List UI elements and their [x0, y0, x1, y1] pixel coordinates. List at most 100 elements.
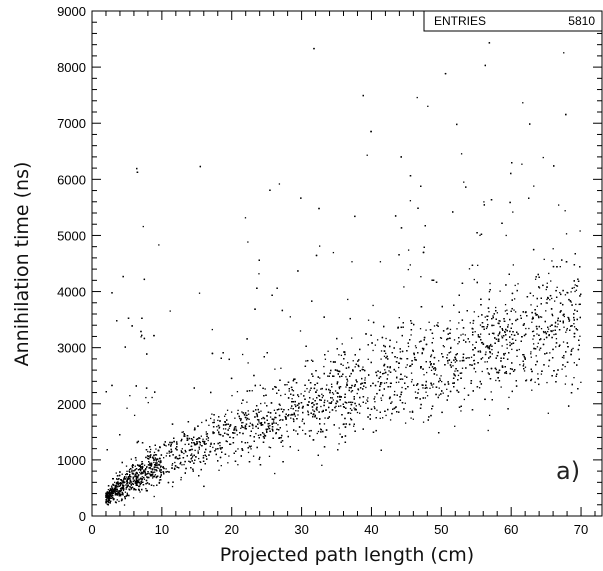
scatter-point [209, 445, 211, 447]
scatter-point [340, 363, 342, 365]
scatter-point [389, 396, 391, 398]
scatter-point [544, 331, 547, 333]
scatter-point [222, 435, 224, 437]
scatter-point [110, 495, 113, 498]
scatter-point [150, 454, 152, 456]
scatter-point [441, 380, 443, 383]
scatter-point [380, 382, 382, 384]
scatter-point [214, 450, 216, 452]
scatter-point [242, 412, 244, 414]
scatter-point [313, 387, 316, 390]
scatter-point [491, 345, 493, 347]
scatter-point [515, 380, 517, 382]
scatter-point [181, 464, 183, 466]
scatter-point [221, 451, 223, 453]
scatter-point [163, 443, 165, 446]
scatter-point [323, 446, 326, 448]
scatter-point [213, 419, 215, 421]
scatter-point [142, 225, 144, 228]
scatter-point [243, 426, 245, 429]
scatter-point [234, 426, 236, 428]
scatter-point [495, 379, 497, 382]
scatter-point [307, 411, 309, 413]
scatter-point [233, 427, 236, 429]
scatter-point [535, 276, 537, 278]
scatter-point [380, 449, 382, 451]
scatter-point [288, 388, 290, 390]
scatter-point [425, 386, 427, 389]
scatter-point [367, 416, 369, 418]
scatter-point [430, 384, 433, 386]
scatter-point [462, 339, 465, 341]
scatter-point [534, 278, 537, 280]
scatter-point [140, 330, 142, 333]
scatter-point [479, 234, 481, 237]
scatter-point [320, 388, 322, 390]
scatter-point [108, 499, 110, 502]
scatter-point [381, 336, 384, 339]
scatter-point [542, 330, 545, 333]
scatter-point [532, 338, 534, 340]
scatter-point [121, 491, 123, 494]
scatter-point [570, 301, 572, 303]
scatter-point [441, 353, 443, 355]
scatter-point [415, 359, 417, 361]
scatter-point [250, 445, 252, 447]
scatter-point [247, 362, 249, 364]
scatter-point [105, 496, 107, 499]
scatter-point [383, 382, 386, 384]
scatter-point [285, 413, 287, 415]
scatter-point [276, 409, 279, 411]
scatter-point [281, 440, 284, 442]
scatter-point [335, 405, 337, 408]
scatter-point [185, 451, 187, 453]
scatter-point [309, 435, 311, 437]
scatter-point [212, 421, 214, 424]
scatter-point [558, 329, 561, 331]
scatter-point [549, 352, 551, 354]
scatter-point [435, 281, 438, 283]
scatter-point [235, 450, 237, 452]
scatter-point [249, 422, 251, 424]
scatter-point [135, 479, 138, 481]
scatter-point [337, 449, 339, 451]
scatter-point [309, 397, 311, 399]
scatter-point [428, 366, 431, 369]
scatter-point [294, 404, 296, 406]
scatter-point [317, 394, 320, 397]
scatter-point [150, 468, 152, 470]
scatter-point [531, 321, 533, 323]
scatter-point [247, 447, 249, 449]
scatter-point [230, 377, 233, 380]
scatter-point [410, 322, 413, 324]
scatter-point [537, 315, 540, 317]
scatter-point [156, 484, 158, 486]
scatter-point [491, 353, 493, 355]
scatter-point [400, 358, 403, 360]
scatter-point [128, 477, 130, 479]
scatter-point [339, 386, 342, 388]
scatter-point [295, 382, 298, 384]
scatter-point [266, 428, 269, 430]
scatter-point [144, 474, 147, 476]
scatter-point [326, 400, 329, 402]
scatter-point [359, 348, 361, 351]
scatter-point [552, 314, 554, 317]
scatter-point [504, 331, 506, 334]
scatter-point [489, 282, 491, 285]
scatter-point [364, 369, 366, 372]
scatter-point [486, 345, 488, 347]
scatter-point [149, 448, 152, 451]
scatter-point [522, 354, 524, 356]
scatter-point [488, 42, 491, 44]
scatter-point [160, 461, 162, 463]
scatter-point [548, 272, 550, 275]
scatter-point [551, 260, 553, 262]
scatter-point [376, 409, 378, 411]
scatter-point [359, 387, 362, 389]
scatter-point [207, 439, 209, 442]
scatter-point [555, 346, 557, 348]
scatter-point [150, 471, 153, 473]
scatter-point [411, 411, 414, 413]
scatter-point [574, 284, 576, 286]
